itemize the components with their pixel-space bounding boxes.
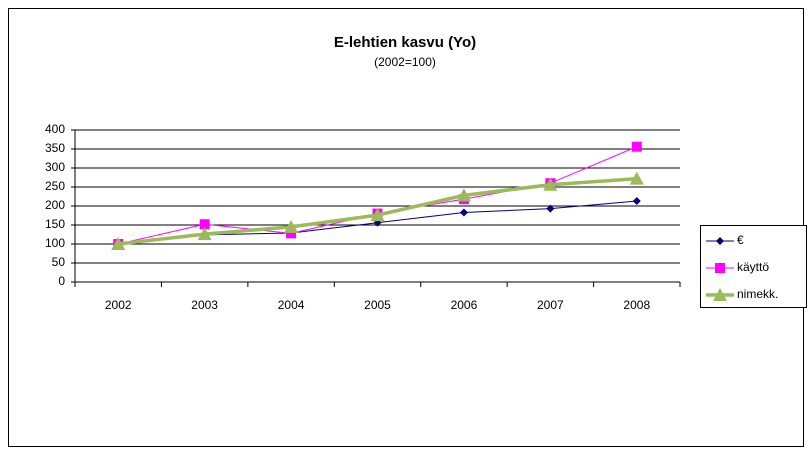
x-tick-label: 2002: [105, 298, 132, 312]
marker: [370, 208, 385, 222]
marker: [197, 227, 212, 241]
y-tick-label: 150: [45, 217, 65, 231]
x-tick-label: 2004: [278, 298, 305, 312]
marker: [459, 208, 468, 217]
legend-label: €: [737, 233, 744, 247]
marker: [284, 219, 299, 233]
x-tick-label: 2005: [364, 298, 391, 312]
chart-subtitle: (2002=100): [374, 55, 436, 69]
marker: [286, 228, 297, 239]
x-tick-label: 2003: [191, 298, 218, 312]
x-tick-label: 2008: [623, 298, 650, 312]
y-tick-label: 400: [45, 122, 65, 136]
chart-title: E-lehtien kasvu (Yo): [334, 34, 476, 51]
marker: [631, 141, 642, 152]
x-tick-label: 2006: [451, 298, 478, 312]
marker: [632, 197, 641, 206]
y-tick-label: 100: [45, 236, 65, 250]
marker: [716, 237, 724, 245]
y-tick-label: 350: [45, 141, 65, 155]
y-tick-label: 50: [52, 255, 66, 269]
marker: [546, 204, 555, 213]
marker: [543, 177, 558, 191]
marker: [629, 171, 644, 185]
marker: [713, 288, 727, 301]
y-tick-label: 300: [45, 160, 65, 174]
chart-frame: [8, 8, 804, 447]
legend-label: nimekk.: [737, 287, 778, 301]
x-tick-label: 2007: [537, 298, 564, 312]
legend-label: käyttö: [737, 260, 769, 274]
y-tick-label: 0: [58, 274, 65, 288]
y-tick-label: 200: [45, 198, 65, 212]
marker: [199, 219, 210, 230]
marker: [456, 188, 471, 202]
y-tick-label: 250: [45, 179, 65, 193]
marker: [715, 263, 725, 273]
marker: [111, 237, 126, 250]
